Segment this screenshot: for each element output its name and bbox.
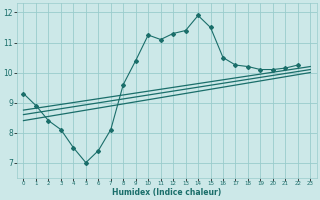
X-axis label: Humidex (Indice chaleur): Humidex (Indice chaleur) (112, 188, 221, 197)
